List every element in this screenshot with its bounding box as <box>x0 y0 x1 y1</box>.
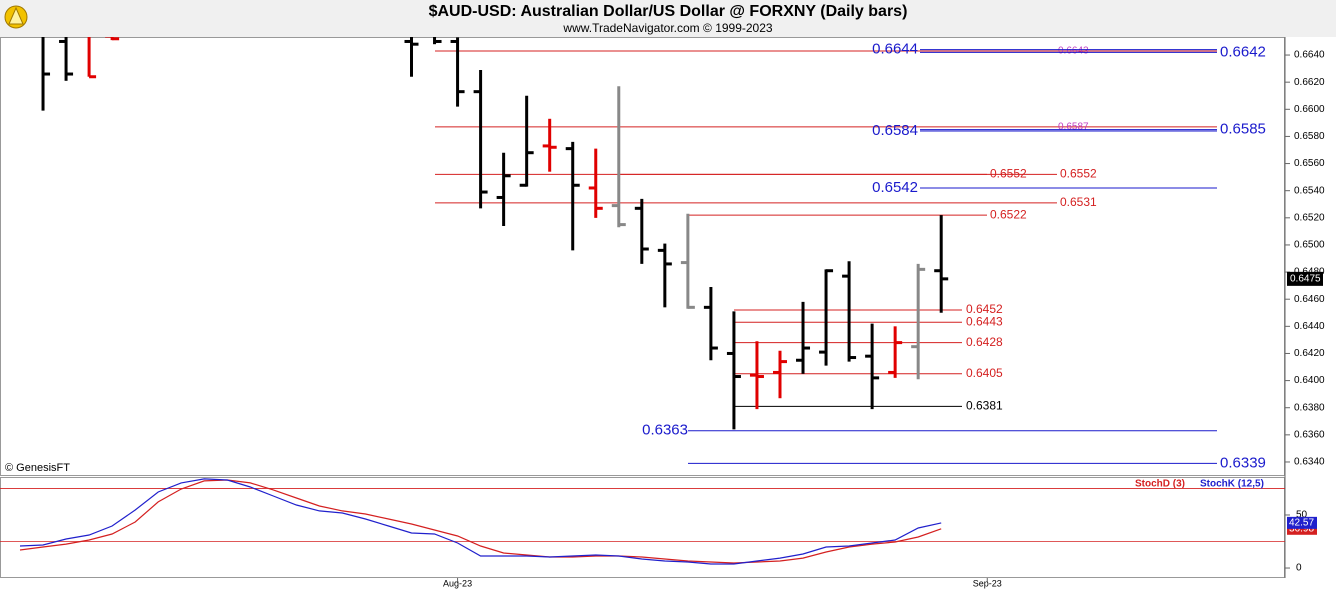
y-tick-label: 0.6500 <box>1294 240 1325 251</box>
legend-entry: StochK (12,5) <box>1200 479 1264 490</box>
chart-title: $AUD-USD: Australian Dollar/US Dollar @ … <box>429 3 908 20</box>
level-label: 0.6381 <box>966 399 1003 413</box>
y-tick-label: 0.6380 <box>1294 402 1325 413</box>
y-tick-label: 50 <box>1296 510 1308 521</box>
y-tick-label: 0.6540 <box>1294 185 1325 196</box>
y-tick-label: 0.6640 <box>1294 50 1325 61</box>
chart-subtitle: www.TradeNavigator.com © 1999-2023 <box>562 21 772 35</box>
plot-area: 0.6643 0.6644 0.6642 0.6587 0.6584 0.6585 0.65… <box>41 37 1266 471</box>
last-value-label: 36.98 <box>1289 523 1314 534</box>
y-tick-label: 0.6520 <box>1294 212 1325 223</box>
last-value-label: 42.57 <box>1289 518 1314 529</box>
level-label: 0.6643 <box>1058 46 1089 57</box>
level-label: 0.6552 <box>990 167 1027 181</box>
legend-entry: StochD (3) <box>1135 479 1185 490</box>
level-label: 0.6542 <box>872 179 918 196</box>
stoch-line <box>19 479 942 564</box>
level-label: 0.6405 <box>966 366 1003 380</box>
level-label: 0.6531 <box>1060 195 1097 209</box>
x-tick-label: Sep-23 <box>973 578 1002 588</box>
annotation: © GenesisFT <box>5 462 70 474</box>
y-tick-label: 0.6400 <box>1294 375 1325 386</box>
level-label: 0.6585 <box>1220 121 1266 138</box>
header-bar <box>0 0 1336 37</box>
y-tick-label: 0.6440 <box>1294 321 1325 332</box>
y-tick-label: 0.6580 <box>1294 131 1325 142</box>
level-label: 0.6443 <box>966 314 1003 328</box>
y-tick-label: 0.6560 <box>1294 158 1325 169</box>
logo <box>4 5 28 29</box>
last-price-label: 0.6475 <box>1290 273 1321 284</box>
last-price-box <box>1287 271 1323 286</box>
level-label: 0.6642 <box>1220 43 1266 60</box>
level-label: 0.6584 <box>872 122 918 139</box>
level-label: 0.6428 <box>966 335 1003 349</box>
y-tick-label: 0.6460 <box>1294 294 1325 305</box>
level-label: 0.6587 <box>1058 122 1089 133</box>
level-label: 0.6339 <box>1220 454 1266 471</box>
y-tick-label: 0.6360 <box>1294 429 1325 440</box>
y-tick-label: 0.6600 <box>1294 104 1325 115</box>
y-tick-label: 0.6420 <box>1294 348 1325 359</box>
level-label: 0.6452 <box>966 302 1003 316</box>
last-value-box <box>1287 516 1317 529</box>
x-tick-label: Aug-23 <box>443 578 472 588</box>
level-label: 0.6552 <box>1060 167 1097 181</box>
level-label: 0.6363 <box>642 422 688 439</box>
stoch-line <box>19 478 942 565</box>
y-tick-label: 0 <box>1296 563 1302 574</box>
level-label: 0.6644 <box>872 41 918 58</box>
level-label: 0.6522 <box>990 207 1027 221</box>
y-tick-label: 0.6340 <box>1294 457 1325 468</box>
y-tick-label: 0.6620 <box>1294 77 1325 88</box>
